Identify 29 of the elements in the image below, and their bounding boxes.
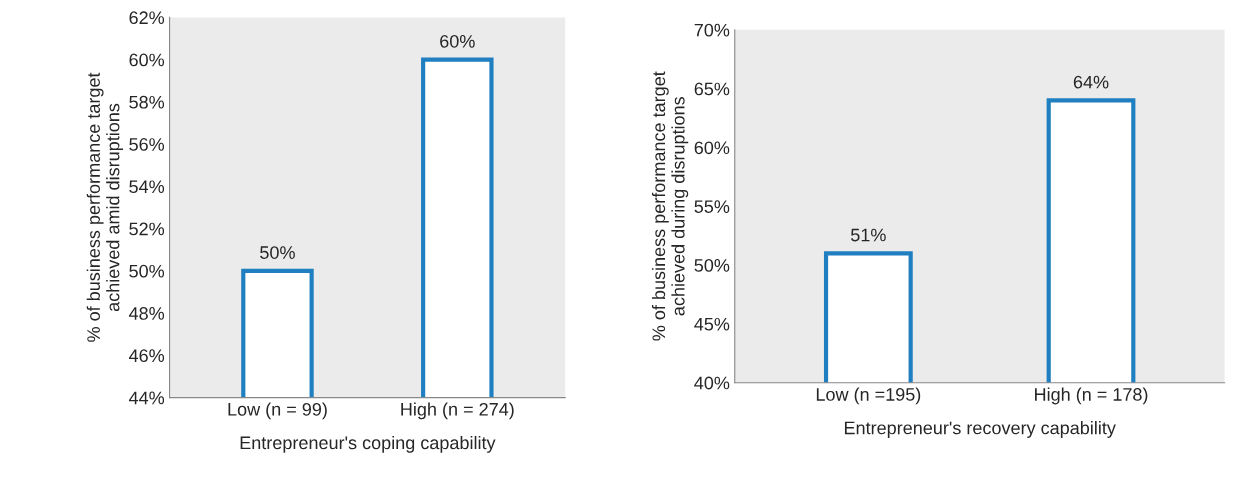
y-tick-label: 45% xyxy=(694,317,730,331)
y-tick-label: 50% xyxy=(129,264,165,278)
y-tick-label: 50% xyxy=(694,259,730,272)
y-tick-label: 58% xyxy=(129,95,165,109)
y-tick-label: 44% xyxy=(128,391,165,405)
y-tick-label: 56% xyxy=(129,138,165,151)
y-tick-label: 46% xyxy=(128,349,165,363)
y-tick-label: 54% xyxy=(129,180,165,194)
data-label: 50% xyxy=(260,246,295,259)
x-axis-title: Entrepreneur's recovery capability xyxy=(844,421,1116,438)
x-tick-label: Low (n = 99) xyxy=(228,402,327,420)
y-tick-label: 62% xyxy=(129,11,165,25)
y-axis-title: % of business performance target achieved during disruptions xyxy=(651,71,689,341)
y-tick-label: 52% xyxy=(129,222,165,236)
y-axis-title: % of business performance target achieved amid disruptions xyxy=(86,72,124,342)
y-tick-label: 60% xyxy=(129,53,165,67)
y-tick-label: 40% xyxy=(694,376,730,390)
x-tick-label: High (n = 178) xyxy=(1035,387,1148,405)
data-label: 60% xyxy=(440,34,475,48)
y-tick-label: 55% xyxy=(694,200,730,213)
data-label: 51% xyxy=(851,228,886,242)
y-tick-label: 65% xyxy=(694,82,730,96)
y-tick-label: 60% xyxy=(694,141,730,155)
y-tick-label: 48% xyxy=(128,307,165,320)
x-tick-label: Low (n =195) xyxy=(816,387,921,405)
y-tick-label: 70% xyxy=(694,23,730,37)
x-tick-label: High (n = 274) xyxy=(401,402,514,420)
x-axis-title: Entrepreneur's coping capability xyxy=(240,435,496,453)
data-label: 64% xyxy=(1073,75,1109,89)
